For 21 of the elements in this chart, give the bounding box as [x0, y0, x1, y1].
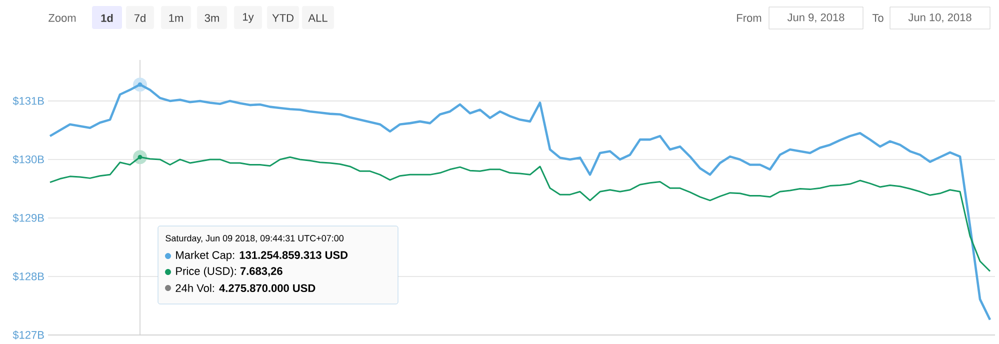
text: To [872, 14, 884, 22]
text: 3m [204, 14, 219, 22]
text: Jun 10, 2018 [908, 13, 972, 23]
annotation: Market Cap: 131.254.859.313 USD [176, 250, 348, 262]
text: 1d [101, 14, 113, 22]
annotation: Saturday, Jun 09 2018, 09:44:31 UTC+07:00 [166, 234, 344, 244]
text: YTD [272, 14, 294, 22]
text: 7d [134, 14, 146, 22]
y-tick-label: $128B [12, 272, 44, 281]
text: Jun 9, 2018 [787, 13, 844, 23]
y-tick-label: $127B [12, 330, 44, 340]
y-tick-label: $129B [12, 214, 44, 222]
text: ALL [308, 14, 328, 22]
y-tick-label: $131B [12, 96, 44, 106]
text: 1m [169, 14, 183, 22]
annotation: 24h Vol: 4.275.870.000 USD [176, 284, 316, 292]
y-tick-label: $130B [12, 155, 44, 164]
annotation: Price (USD): 7.683,26 [176, 266, 282, 278]
text: Zoom [48, 14, 76, 22]
text: 1y [243, 13, 254, 23]
text: From [737, 14, 762, 22]
